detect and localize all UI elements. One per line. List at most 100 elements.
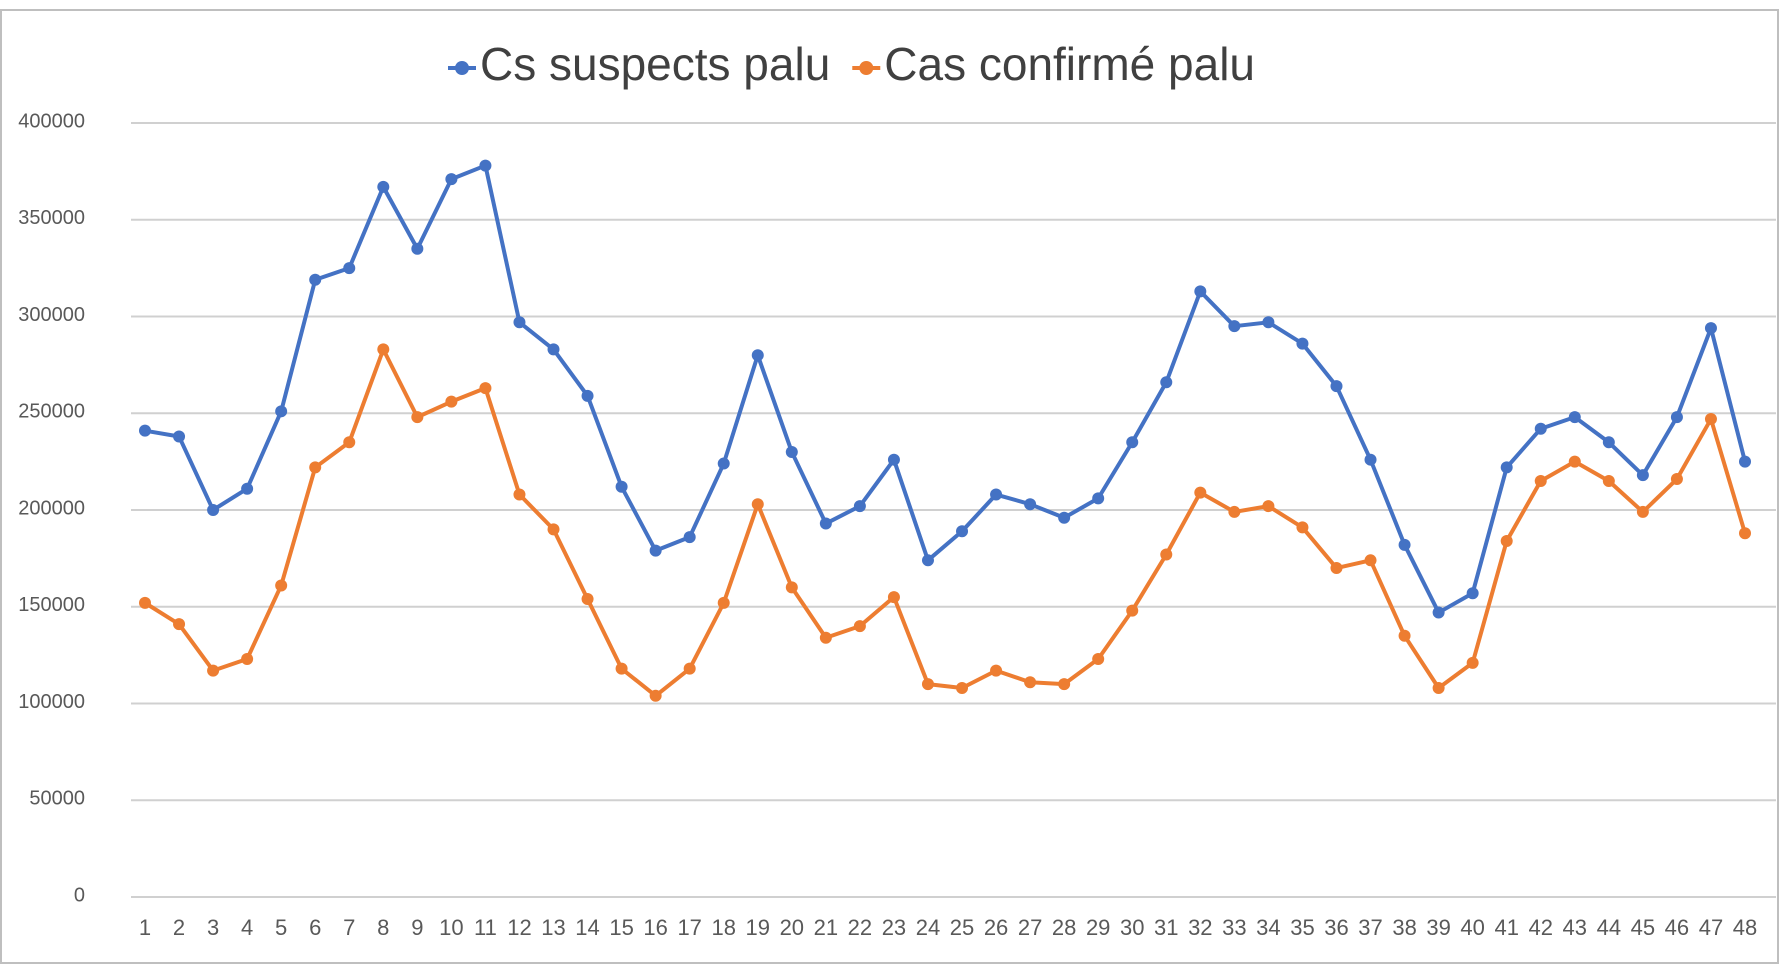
y-tick-label: 300000	[18, 304, 85, 326]
legend-label: Cas confirmé palu	[884, 38, 1255, 90]
data-point	[173, 430, 186, 443]
data-point	[581, 593, 594, 606]
x-tick-label: 17	[677, 915, 701, 940]
x-tick-label: 20	[780, 915, 804, 940]
data-point	[1739, 455, 1751, 468]
x-tick-label: 46	[1665, 915, 1689, 940]
x-tick-label: 2	[173, 915, 185, 940]
x-tick-label: 35	[1290, 915, 1314, 940]
data-point	[1670, 411, 1683, 424]
x-tick-label: 10	[439, 915, 463, 940]
data-point	[1262, 500, 1275, 513]
data-point	[1398, 538, 1411, 551]
data-point	[411, 411, 424, 424]
x-tick-label: 24	[916, 915, 940, 940]
x-tick-label: 13	[541, 915, 565, 940]
series-line	[143, 347, 1747, 698]
data-point	[853, 500, 866, 513]
data-point	[377, 343, 390, 356]
data-point	[785, 581, 798, 594]
data-point	[615, 480, 628, 493]
data-point	[615, 662, 628, 675]
data-point	[1024, 676, 1037, 689]
data-point	[207, 664, 220, 677]
y-tick-label: 100000	[18, 691, 85, 713]
x-tick-label: 44	[1597, 915, 1621, 940]
x-tick-label: 42	[1529, 915, 1553, 940]
y-tick-label: 400000	[18, 110, 85, 132]
data-point	[887, 453, 900, 466]
x-tick-label: 29	[1086, 915, 1110, 940]
data-point	[1432, 606, 1445, 619]
data-point	[717, 596, 730, 609]
data-point	[1228, 505, 1241, 518]
data-point	[1092, 492, 1105, 505]
data-point	[411, 242, 424, 255]
data-point	[887, 591, 900, 604]
x-tick-label: 14	[575, 915, 599, 940]
x-tick-label: 8	[377, 915, 389, 940]
data-point	[921, 678, 934, 691]
chart-border	[0, 9, 1779, 964]
x-tick-label: 16	[643, 915, 667, 940]
data-point	[649, 689, 662, 702]
x-tick-label: 37	[1358, 915, 1382, 940]
data-point	[1160, 548, 1173, 561]
data-point	[445, 395, 458, 408]
data-point	[1466, 587, 1479, 600]
data-point	[785, 445, 798, 458]
data-point	[1024, 498, 1037, 511]
x-tick-label: 15	[609, 915, 633, 940]
data-point	[1602, 474, 1615, 487]
x-tick-label: 32	[1188, 915, 1212, 940]
y-tick-label: 50000	[29, 788, 85, 810]
data-point	[956, 525, 969, 538]
data-point	[1364, 554, 1377, 567]
data-point	[1330, 562, 1343, 575]
data-point	[1330, 380, 1343, 393]
x-tick-label: 9	[411, 915, 423, 940]
data-point	[1296, 337, 1309, 350]
data-point	[751, 349, 764, 362]
data-point	[207, 504, 220, 516]
data-point	[581, 389, 594, 402]
x-tick-label: 3	[207, 915, 219, 940]
x-tick-label: 23	[882, 915, 906, 940]
data-point	[1364, 453, 1377, 466]
data-point	[1058, 511, 1071, 524]
data-point	[1568, 455, 1581, 468]
x-tick-label: 12	[507, 915, 531, 940]
x-tick-label: 6	[309, 915, 321, 940]
y-tick-label: 250000	[18, 401, 85, 423]
data-point	[717, 457, 730, 470]
data-point	[1466, 656, 1479, 669]
data-point	[1670, 473, 1683, 486]
y-tick-label: 0	[74, 884, 85, 906]
data-point	[1500, 461, 1513, 474]
data-point	[513, 488, 526, 501]
x-tick-label: 18	[711, 915, 735, 940]
legend-marker	[859, 61, 874, 75]
x-tick-label: 43	[1563, 915, 1587, 940]
data-point	[990, 488, 1003, 501]
data-point	[649, 544, 662, 557]
x-tick-label: 28	[1052, 915, 1076, 940]
x-tick-label: 31	[1154, 915, 1178, 940]
data-point	[1534, 422, 1547, 435]
x-tick-label: 25	[950, 915, 974, 940]
legend-label: Cs suspects palu	[480, 38, 830, 90]
data-point	[1636, 505, 1649, 518]
x-tick-label: 30	[1120, 915, 1144, 940]
x-tick-label: 7	[343, 915, 355, 940]
data-point	[1568, 411, 1581, 424]
data-point	[1739, 527, 1751, 540]
data-point	[751, 498, 764, 511]
x-tick-label: 26	[984, 915, 1008, 940]
data-point	[1636, 469, 1649, 482]
data-point	[139, 424, 151, 437]
x-tick-label: 36	[1324, 915, 1348, 940]
data-point	[343, 262, 356, 275]
x-tick-label: 41	[1494, 915, 1518, 940]
data-point	[819, 517, 832, 530]
data-point	[479, 159, 492, 172]
